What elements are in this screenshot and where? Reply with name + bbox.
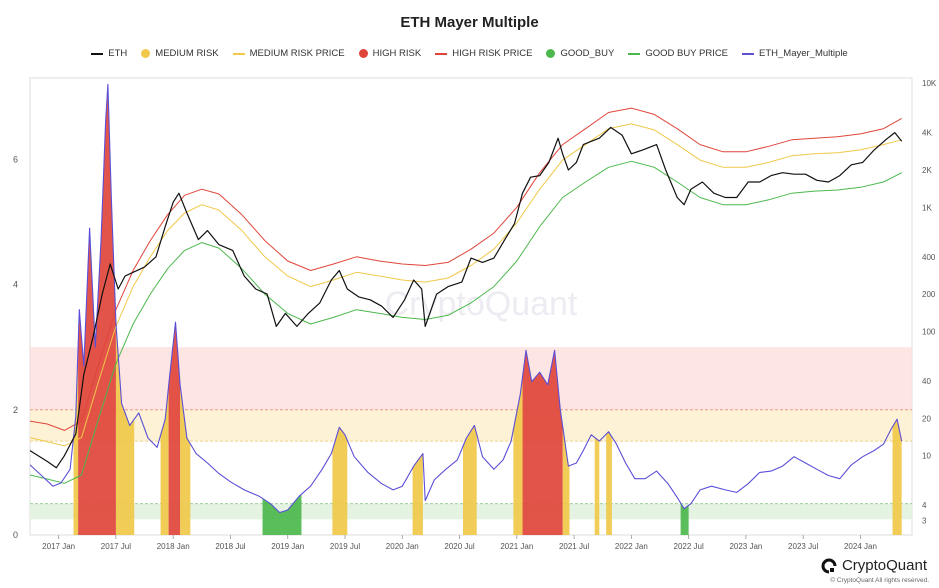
x-tick-label: 2020 Jul (444, 542, 474, 551)
legend-swatch (628, 52, 641, 55)
legend-label: HIGH RISK (372, 48, 422, 59)
legend-item: GOOD_BUY (546, 48, 614, 59)
good-buy-period (680, 503, 689, 535)
good-buy-price-line (29, 160, 902, 484)
medium-risk-period (606, 431, 612, 535)
x-tick-label: 2021 Jul (559, 542, 589, 551)
y-right-tick-label: 1K (922, 203, 932, 212)
y-right-tick-label: 40 (922, 377, 931, 386)
legend-label: ETH_Mayer_Multiple (759, 48, 848, 59)
y-right-tick-label: 200 (922, 290, 936, 299)
brand: CryptoQuant (821, 557, 927, 574)
legend-label: ETH (108, 48, 128, 59)
x-tick-label: 2019 Jul (330, 542, 360, 551)
watermark-text: CryptoQuant (385, 285, 578, 323)
copyright-text: © CryptoQuant All rights reserved. (830, 577, 929, 584)
x-tick-label: 2017 Jul (101, 542, 131, 551)
legend-swatch (358, 49, 368, 58)
y-left-tick-label: 0 (13, 530, 18, 540)
x-tick-label: 2023 Jan (729, 542, 762, 551)
legend-swatch (435, 52, 448, 55)
x-tick-label: 2022 Jan (615, 542, 648, 551)
x-tick-label: 2019 Jan (271, 542, 304, 551)
x-tick-label: 2018 Jan (157, 542, 190, 551)
x-tick-label: 2024 Jan (844, 542, 877, 551)
y-right-tick-label: 4K (922, 129, 932, 138)
legend-swatch (742, 52, 755, 55)
legend-label: GOOD BUY PRICE (645, 48, 729, 59)
legend-item: MEDIUM RISK (141, 48, 219, 59)
x-tick-label: 2018 Jul (215, 542, 245, 551)
legend-swatch (232, 52, 245, 55)
medium-risk-period (513, 376, 523, 535)
legend-swatch (141, 49, 151, 58)
medium-risk-price-line (29, 123, 902, 447)
brand-name: CryptoQuant (841, 557, 927, 574)
legend-label: MEDIUM RISK PRICE (249, 48, 345, 59)
legend-item: ETH_Mayer_Multiple (742, 48, 848, 59)
chart-title: ETH Mayer Multiple (400, 14, 539, 31)
medium-risk-period (462, 425, 477, 535)
x-tick-label: 2023 Jul (788, 542, 818, 551)
medium-risk-period (180, 384, 191, 535)
medium-risk-period (562, 425, 570, 535)
legend-swatch (91, 52, 104, 55)
y-right-tick-label: 2K (922, 166, 932, 175)
y-right-tick-label: 10 (922, 452, 931, 461)
y-right-tick-label: 10K (922, 79, 937, 88)
y-left-tick-label: 4 (13, 280, 18, 290)
legend-item: HIGH RISK PRICE (435, 48, 532, 59)
legend-label: MEDIUM RISK (155, 48, 219, 59)
x-tick-label: 2017 Jan (42, 542, 75, 551)
y-right-tick-label: 100 (922, 328, 936, 337)
medium-risk-period (115, 322, 135, 535)
y-right-tick-label: 4 (922, 501, 927, 510)
legend-label: GOOD_BUY (560, 48, 615, 59)
medium-risk-period (412, 453, 423, 535)
cryptoquant-logo-icon (821, 558, 837, 574)
x-tick-label: 2020 Jan (386, 542, 419, 551)
legend-swatch (546, 49, 556, 58)
medium-risk-period (332, 427, 348, 535)
x-tick-label: 2022 Jul (674, 542, 704, 551)
high-risk-period (522, 350, 563, 535)
legend: ETH MEDIUM RISK MEDIUM RISK PRICE HIGH RISK… (0, 48, 939, 59)
eth-price-line (29, 126, 903, 469)
good-buy-period (262, 494, 302, 535)
legend-item: GOOD BUY PRICE (628, 48, 728, 59)
y-left-tick-label: 2 (13, 405, 18, 415)
y-right-tick-label: 400 (922, 253, 936, 262)
medium-risk-period (892, 419, 902, 535)
high-risk-price-line (29, 107, 902, 431)
medium-risk-period (594, 437, 600, 535)
high-risk-period (78, 84, 116, 535)
y-left-tick-label: 6 (13, 154, 18, 164)
high-risk-band (30, 347, 912, 410)
y-right-tick-label: 20 (922, 414, 931, 423)
legend-item: ETH (91, 48, 127, 59)
mayer-multiple-line (29, 83, 903, 514)
legend-item: HIGH RISK (358, 48, 422, 59)
y-right-tick-label: 3 (922, 517, 927, 526)
medium-risk-period (160, 386, 169, 535)
legend-label: HIGH RISK PRICE (452, 48, 533, 59)
legend-item: MEDIUM RISK PRICE (232, 48, 345, 59)
x-tick-label: 2021 Jan (500, 542, 533, 551)
high-risk-period (168, 322, 181, 535)
